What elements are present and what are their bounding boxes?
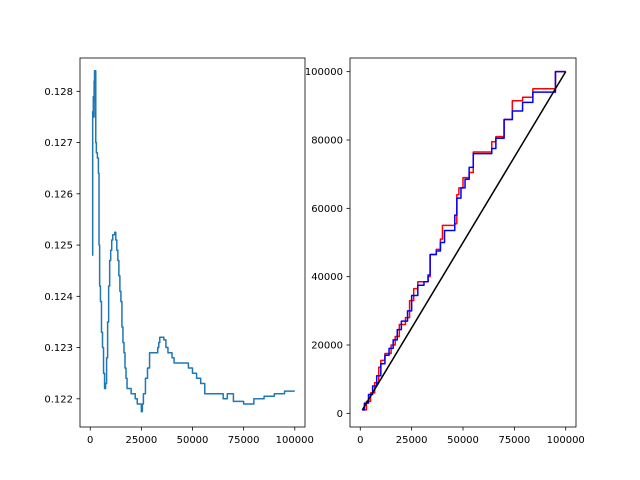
chart1-x-tick-label: 75000 bbox=[498, 435, 530, 446]
chart1-y-tick-label: 60000 bbox=[311, 204, 343, 215]
chart0-y-tick-label: 0.124 bbox=[44, 292, 73, 303]
chart0-x-tick-label: 75000 bbox=[228, 435, 260, 446]
chart1-y-tick-label: 20000 bbox=[311, 341, 343, 352]
chart1-x-tick-label: 100000 bbox=[547, 435, 585, 446]
chart0-y-tick-label: 0.122 bbox=[44, 394, 73, 405]
chart1-y-tick-label: 100000 bbox=[305, 67, 343, 78]
chart1-y-tick-label: 80000 bbox=[311, 136, 343, 147]
left-chart: 0 25000 50000 75000 100000 0.122 0.123 0.124 0.1… bbox=[44, 57, 314, 446]
chart0-x-tick-label: 25000 bbox=[125, 435, 157, 446]
chart1-y-tick-label: 40000 bbox=[311, 272, 343, 283]
chart1-y-tick-label: 0 bbox=[337, 409, 343, 420]
chart0-y-tick-label: 0.126 bbox=[44, 189, 73, 200]
chart0-x-tick-label: 100000 bbox=[276, 435, 314, 446]
chart0-y-tick-label: 0.127 bbox=[44, 138, 73, 149]
chart1-x-tick-label: 50000 bbox=[447, 435, 479, 446]
chart0-y-tick-label: 0.125 bbox=[44, 241, 73, 252]
chart1-series-1 bbox=[362, 70, 566, 411]
chart0-y-tick-label: 0.128 bbox=[44, 87, 73, 98]
chart0-x-tick-label: 0 bbox=[87, 435, 93, 446]
chart0-x-tick-label: 50000 bbox=[177, 435, 209, 446]
right-chart: 0 25000 50000 75000 100000 0 20000 40000 60000 80… bbox=[305, 57, 585, 446]
chart0-series-0 bbox=[91, 70, 295, 413]
chart0-y-tick-label: 0.123 bbox=[44, 343, 73, 354]
chart1-x-tick-label: 0 bbox=[357, 435, 363, 446]
chart1-series-2 bbox=[361, 71, 567, 411]
chart1-x-tick-label: 25000 bbox=[396, 435, 428, 446]
